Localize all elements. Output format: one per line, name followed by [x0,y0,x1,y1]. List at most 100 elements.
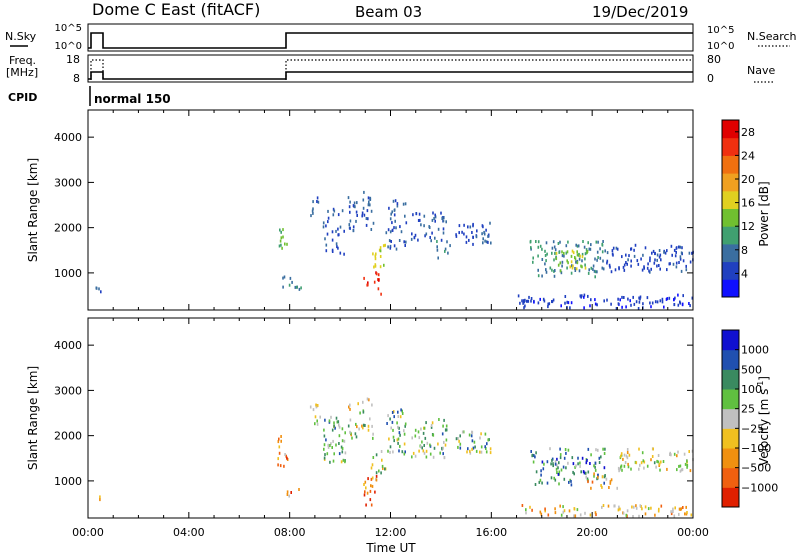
data-cell [640,461,643,465]
data-cell [547,513,550,517]
data-cell [371,476,374,480]
data-cell [679,507,682,511]
data-cell [576,250,578,254]
data-cell [420,445,422,449]
data-cell [644,505,647,509]
data-cell [355,422,357,426]
data-cell [674,506,676,510]
data-cell [348,405,350,409]
data-cell [548,302,551,306]
data-cell [575,260,577,264]
data-cell [626,448,629,451]
data-cell [383,263,385,267]
y-tick-label: 4000 [54,339,82,352]
data-cell [559,447,561,451]
freq-panel-frame [87,54,694,83]
data-cell [392,450,394,454]
data-cell [643,460,646,464]
data-cell [611,252,614,256]
data-cell [546,460,549,464]
data-cell [601,243,604,247]
data-cell [618,469,620,473]
data-cell [578,257,581,261]
data-cell [587,294,589,298]
data-cell [656,264,658,268]
data-cell [628,453,631,457]
data-cell [465,240,468,244]
data-cell [570,260,573,264]
data-cell [432,455,435,459]
data-cell [593,472,595,476]
data-cell [372,252,374,256]
data-cell [371,403,373,407]
colorbar-swatch [722,208,739,227]
data-cell [374,263,377,267]
data-cell [379,265,382,269]
data-cell [396,204,399,208]
data-cell [531,453,534,457]
data-cell [282,228,284,232]
data-cell [652,249,655,253]
data-cell [581,252,584,256]
data-cell [487,240,489,244]
data-cell [332,459,335,463]
data-cell [375,478,378,482]
data-cell [607,504,610,508]
data-cell [537,240,540,244]
data-cell [640,257,642,261]
data-cell [393,439,395,443]
velocity-label-exponent: -1 [756,381,765,389]
data-cell [483,232,486,236]
data-cell [458,439,460,443]
data-cell [443,418,445,422]
data-cell [316,404,319,407]
data-cell [676,454,678,458]
data-cell [489,451,492,455]
data-cell [565,244,568,248]
data-cell [310,214,312,218]
data-cell [442,452,444,456]
data-cell [539,297,541,301]
data-cell [597,473,599,477]
x-tick-label: 00:00 [677,526,709,539]
data-cell [397,437,400,441]
data-cell [561,264,563,268]
data-cell [544,249,546,253]
data-cell [551,300,553,303]
data-cell [586,458,588,462]
data-cell [603,452,606,455]
data-cell [554,462,557,466]
data-cell [592,264,595,268]
data-cell [529,239,532,243]
data-cell [398,426,400,430]
data-cell [425,455,428,459]
data-cell [332,439,334,443]
data-cell [583,295,585,299]
data-cell [430,425,433,429]
data-cell [366,397,369,401]
data-cell [283,275,286,279]
data-cell [643,265,645,269]
data-cell [602,259,604,263]
data-cell [554,511,557,515]
data-cell [533,454,535,457]
data-cell [379,249,382,253]
data-cell [403,432,406,436]
data-cell [639,297,641,301]
data-cell [349,210,351,214]
data-cell [469,449,471,453]
data-cell [366,491,369,495]
data-cell [678,261,680,264]
data-cell [605,477,608,481]
data-cell [367,217,369,221]
data-cell [411,436,413,440]
data-cell [370,484,372,488]
data-cell [574,269,577,272]
data-cell [603,466,606,470]
data-cell [364,490,366,494]
velocity-colorbar-label: Velocity [m s-1] [756,376,771,466]
data-cell [603,481,605,485]
data-cell [612,246,615,250]
data-cell [349,418,352,422]
